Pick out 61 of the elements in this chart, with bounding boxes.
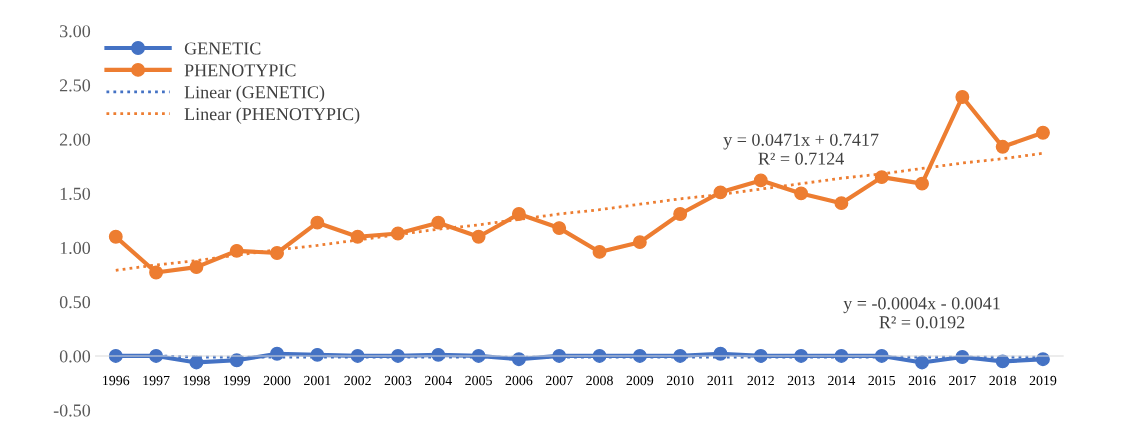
x-tick-label: 2001 xyxy=(304,375,331,386)
x-tick-label: 2017 xyxy=(949,375,976,386)
point xyxy=(592,244,607,259)
legend-label: Linear (GENETIC) xyxy=(184,85,325,102)
x-tick-label: 2007 xyxy=(545,375,573,386)
x-tick-label: 2016 xyxy=(908,375,936,386)
legend-label: GENETIC xyxy=(184,42,261,55)
x-tick-label: 2005 xyxy=(465,375,492,386)
y-tick-label: 1.50 xyxy=(60,187,91,200)
x-tick-label: 2011 xyxy=(707,375,734,386)
point xyxy=(834,196,849,211)
point xyxy=(108,229,123,244)
point xyxy=(915,176,929,191)
point xyxy=(794,186,809,201)
x-tick-label: 2006 xyxy=(505,375,533,386)
point xyxy=(874,170,889,185)
y-tick-label: -0.50 xyxy=(53,404,91,417)
point xyxy=(552,221,567,236)
x-tick-label: 2003 xyxy=(384,375,412,386)
point xyxy=(350,229,365,244)
x-tick-label: 1998 xyxy=(183,375,210,386)
point xyxy=(229,243,244,258)
y-tick-label: 2.00 xyxy=(59,133,91,146)
point xyxy=(310,215,325,230)
point xyxy=(753,173,768,188)
x-tick-label: 2013 xyxy=(787,375,815,386)
x-tick-label: 2010 xyxy=(666,375,694,386)
x-tick-label: 2012 xyxy=(747,375,774,386)
point xyxy=(471,229,486,244)
x-tick-label: 2000 xyxy=(263,375,291,386)
y-tick-label: 0.00 xyxy=(59,350,91,363)
x-tick-label: 2019 xyxy=(1029,375,1057,386)
y-tick-label: 3.00 xyxy=(60,25,91,38)
point xyxy=(1036,125,1050,140)
point xyxy=(511,207,526,221)
legend-label: Linear (PHENOTYPIC) xyxy=(184,107,360,124)
point xyxy=(955,90,970,104)
point xyxy=(673,207,688,221)
annotation: y = 0.0471x + 0.7417 R² = 0.7124 xyxy=(723,133,879,165)
x-tick-label: 2002 xyxy=(344,375,371,386)
x-tick-label: 2014 xyxy=(828,375,856,386)
point xyxy=(915,355,929,370)
y-tick-label: 1.00 xyxy=(60,241,91,255)
y-tick-label: 2.50 xyxy=(59,79,91,92)
x-tick-label: 2015 xyxy=(868,375,896,386)
point xyxy=(632,235,647,250)
x-tick-label: 1999 xyxy=(224,375,251,386)
point xyxy=(431,215,446,230)
point xyxy=(149,265,164,280)
point xyxy=(270,246,284,260)
x-tick-label: 1997 xyxy=(143,375,170,386)
point xyxy=(189,260,204,275)
legend-label: PHENOTYPIC xyxy=(184,64,296,77)
x-tick-label: 2008 xyxy=(586,375,613,386)
x-tick-label: 2004 xyxy=(425,375,452,386)
x-tick-label: 1996 xyxy=(103,375,130,386)
x-tick-label: 2018 xyxy=(989,375,1017,386)
annotation: y = -0.0004x - 0.0041 R² = 0.0192 xyxy=(843,297,1000,329)
point xyxy=(995,139,1010,154)
x-tick-label: 2009 xyxy=(626,375,654,386)
y-tick-label: 0.50 xyxy=(59,296,91,309)
